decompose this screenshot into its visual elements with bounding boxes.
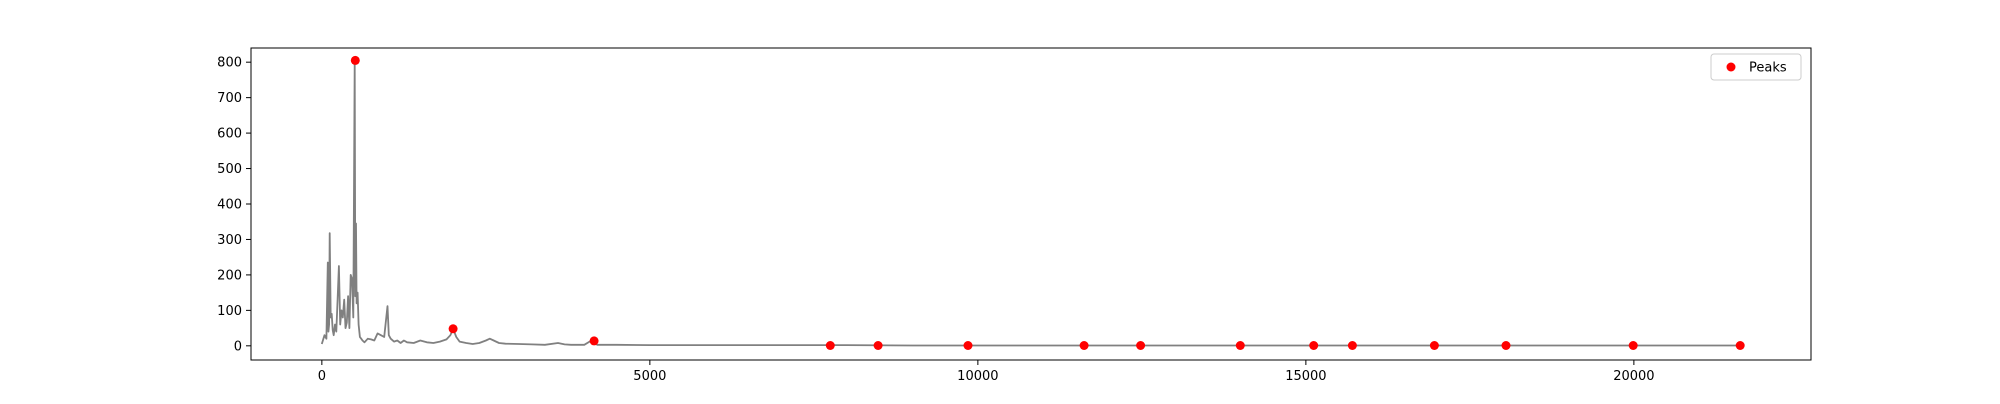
plot-area-frame [250, 47, 1812, 361]
y-tick-label: 800 [217, 56, 242, 71]
peak-point [1235, 341, 1245, 350]
peak-point [1136, 341, 1146, 350]
peak-point [1309, 341, 1319, 350]
peak-point [589, 336, 599, 346]
x-axis: 0 5000 10000 15000 20000 [318, 360, 1655, 384]
legend-peaks-marker [1726, 62, 1736, 72]
peak-point [1079, 341, 1089, 350]
x-tick-label: 15000 [1285, 369, 1326, 384]
x-tick-label: 10000 [957, 369, 998, 384]
peak-point [1347, 341, 1357, 350]
y-tick-label: 600 [217, 127, 242, 142]
y-axis: 0 100 200 300 400 500 600 700 800 [217, 56, 251, 354]
peak-point [448, 324, 458, 334]
y-tick-label: 700 [217, 91, 242, 106]
y-tick-label: 400 [217, 198, 242, 213]
y-tick-label: 500 [217, 162, 242, 177]
peak-markers-layer [350, 55, 1745, 350]
peak-point [825, 341, 835, 350]
y-tick-label: 100 [217, 304, 242, 319]
y-tick-label: 300 [217, 233, 242, 248]
legend: Peaks [1710, 53, 1802, 81]
peak-point [873, 341, 883, 350]
legend-box [1710, 53, 1802, 81]
signal-line [320, 59, 1742, 347]
signal-line-layer [320, 59, 1742, 347]
peak-point [1628, 341, 1638, 350]
x-tick-label: 0 [318, 369, 326, 384]
x-tick-label: 5000 [633, 369, 666, 384]
y-tick-label: 200 [217, 268, 242, 283]
peak-point [963, 341, 973, 350]
x-tick-label: 20000 [1613, 369, 1654, 384]
peak-point [350, 55, 360, 65]
y-tick-label: 0 [234, 339, 242, 354]
peak-point [1501, 341, 1511, 350]
peak-point [1735, 341, 1745, 350]
peak-point [1429, 341, 1439, 350]
legend-peaks-label: Peaks [1749, 61, 1787, 76]
